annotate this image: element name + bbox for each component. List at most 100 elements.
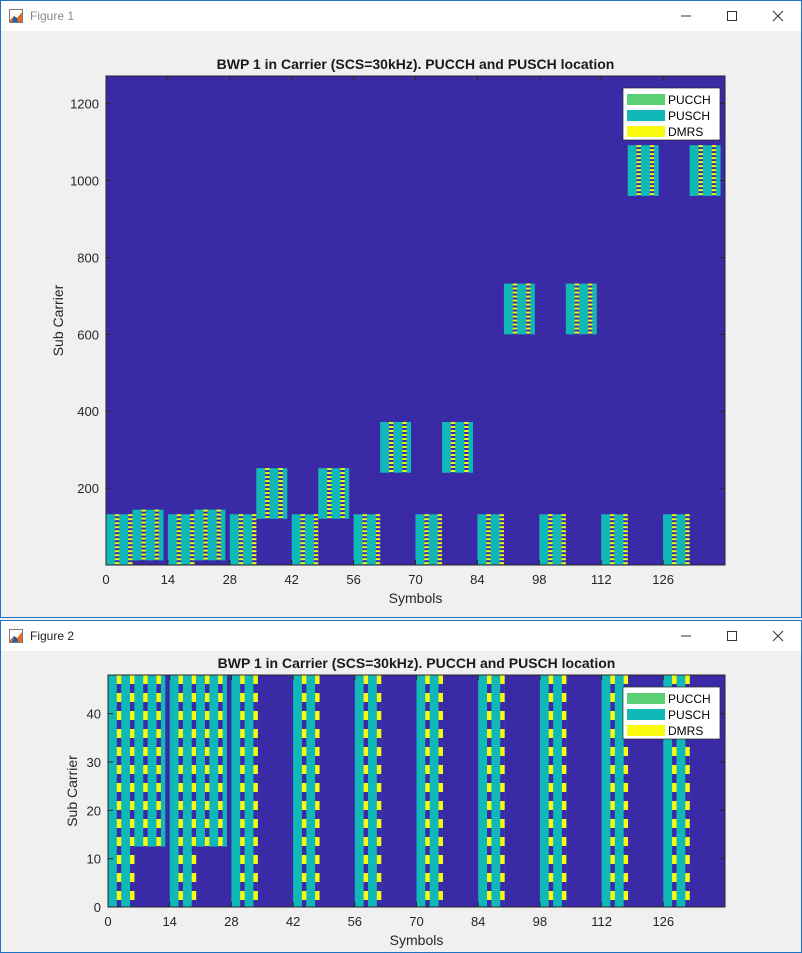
dmrs-segment	[178, 855, 183, 864]
dmrs-segment	[450, 421, 456, 424]
dmrs-segment	[315, 837, 320, 846]
chart-title: BWP 1 in Carrier (SCS=30kHz). PUCCH and …	[218, 655, 616, 671]
x-axis-label: Symbols	[390, 932, 444, 948]
dmrs-segment	[425, 819, 430, 828]
dmrs-segment	[437, 562, 443, 565]
dmrs-segment	[402, 465, 407, 468]
dmrs-segment	[156, 693, 161, 702]
dmrs-gap	[128, 516, 133, 519]
dmrs-gap	[363, 846, 369, 855]
dmrs-gap	[218, 828, 223, 837]
dmrs-segment	[548, 819, 554, 828]
dmrs-segment	[143, 837, 148, 846]
dmrs-stripe	[340, 468, 345, 519]
dmrs-segment	[500, 693, 505, 702]
dmrs-segment	[636, 189, 641, 192]
dmrs-segment	[114, 514, 120, 517]
dmrs-segment	[340, 516, 345, 519]
dmrs-gap	[623, 756, 629, 765]
dmrs-segment	[437, 542, 443, 545]
dmrs-segment	[561, 711, 567, 720]
dmrs-gap	[561, 792, 567, 801]
dmrs-gap	[424, 548, 429, 551]
dmrs-segment	[685, 562, 690, 565]
dmrs-segment	[128, 526, 133, 529]
dmrs-gap	[190, 520, 195, 523]
dmrs-segment	[561, 526, 566, 529]
dmrs-segment	[216, 513, 221, 516]
dmrs-segment	[203, 533, 208, 536]
dmrs-gap	[190, 516, 195, 519]
dmrs-gap	[203, 539, 208, 542]
dmrs-gap	[548, 540, 553, 543]
minimize-button[interactable]	[663, 1, 709, 31]
dmrs-segment	[251, 514, 257, 517]
dmrs-segment	[191, 765, 197, 774]
maximize-button[interactable]	[709, 1, 755, 31]
dmrs-gap	[376, 702, 382, 711]
dmrs-gap	[464, 443, 469, 446]
dmrs-segment	[278, 468, 283, 471]
dmrs-segment	[402, 461, 407, 464]
dmrs-segment	[204, 801, 210, 810]
dmrs-segment	[116, 891, 122, 900]
dmrs-gap	[587, 313, 593, 316]
dmrs-segment	[116, 675, 122, 684]
dmrs-segment	[512, 331, 518, 334]
dmrs-gap	[437, 516, 443, 519]
dmrs-stripe	[154, 509, 160, 561]
dmrs-segment	[315, 873, 320, 882]
dmrs-stripe	[623, 514, 628, 565]
dmrs-segment	[671, 550, 677, 553]
dmrs-gap	[278, 506, 283, 509]
dmrs-segment	[278, 512, 283, 515]
x-tick-label: 84	[471, 914, 485, 929]
dmrs-gap	[698, 183, 703, 186]
dmrs-gap	[176, 556, 182, 559]
dmrs-gap	[610, 548, 615, 551]
dmrs-gap	[526, 293, 531, 296]
dmrs-gap	[176, 516, 182, 519]
dmrs-stripe	[685, 514, 690, 565]
minimize-button[interactable]	[663, 621, 709, 651]
dmrs-gap	[623, 528, 628, 531]
dmrs-gap	[313, 520, 319, 523]
dmrs-segment	[587, 287, 593, 290]
dmrs-gap	[512, 305, 518, 308]
dmrs-segment	[388, 429, 394, 432]
dmrs-segment	[204, 729, 210, 738]
dmrs-gap	[500, 828, 505, 837]
dmrs-stripe	[143, 675, 148, 847]
dmrs-segment	[327, 504, 332, 507]
dmrs-segment	[362, 558, 367, 561]
dmrs-segment	[156, 819, 161, 828]
dmrs-gap	[301, 774, 307, 783]
dmrs-segment	[301, 711, 307, 720]
dmrs-segment	[327, 516, 332, 519]
dmrs-gap	[623, 556, 628, 559]
dmrs-gap	[363, 882, 369, 891]
x-tick-label: 42	[284, 572, 298, 587]
dmrs-gap	[363, 684, 369, 693]
dmrs-gap	[362, 516, 367, 519]
title-bar[interactable]: Figure 1	[1, 1, 801, 31]
dmrs-segment	[301, 693, 307, 702]
maximize-button[interactable]	[709, 621, 755, 651]
dmrs-gap	[363, 864, 369, 873]
dmrs-segment	[376, 765, 382, 774]
dmrs-gap	[487, 900, 492, 907]
dmrs-gap	[143, 738, 148, 747]
close-button[interactable]	[755, 1, 801, 31]
dmrs-segment	[362, 518, 367, 521]
dmrs-segment	[561, 693, 567, 702]
dmrs-gap	[143, 702, 148, 711]
dmrs-gap	[574, 317, 580, 320]
dmrs-segment	[499, 562, 504, 565]
dmrs-gap	[464, 471, 469, 473]
y-tick-label: 10	[87, 852, 101, 867]
title-bar[interactable]: Figure 2	[1, 621, 801, 651]
dmrs-gap	[190, 524, 195, 527]
close-button[interactable]	[755, 621, 801, 651]
dmrs-gap	[561, 540, 566, 543]
